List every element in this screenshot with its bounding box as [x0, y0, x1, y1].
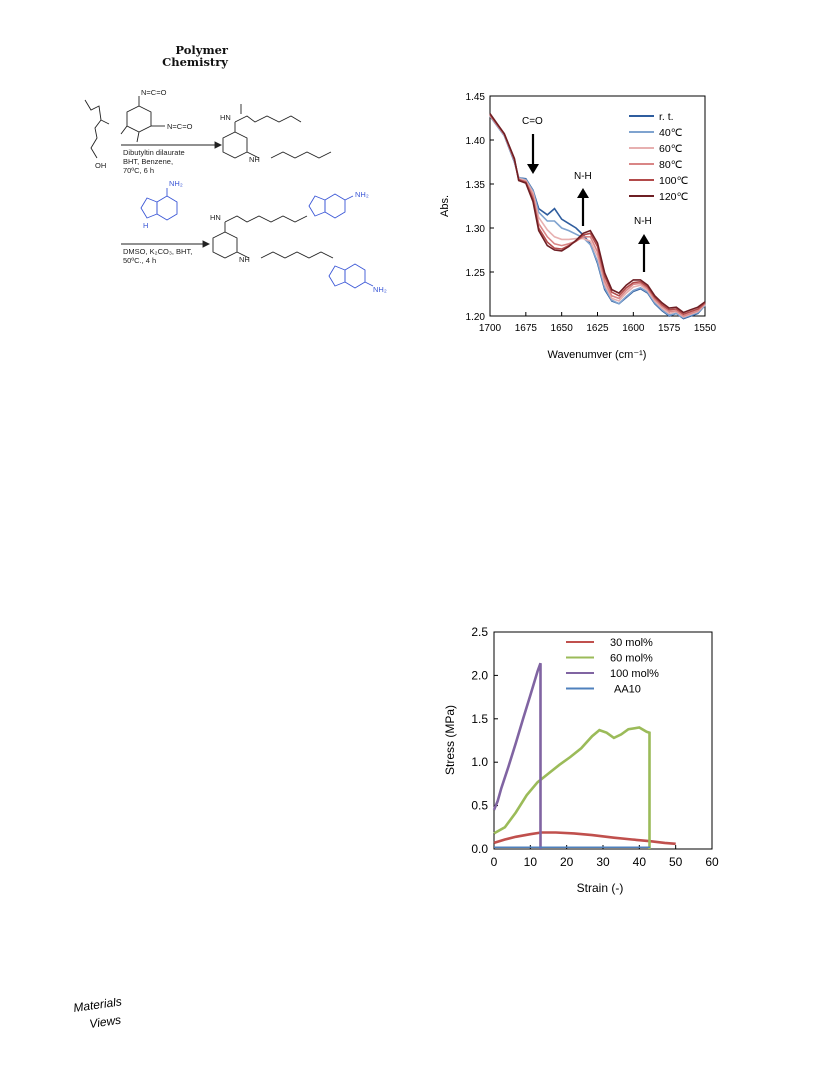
journal-title-line2: Chemistry [162, 55, 228, 69]
ir-annotation-co: C=O [522, 116, 543, 127]
ss-legend-label-2: 100 mol% [610, 668, 659, 680]
isocyanate-side-label: N=C=O [167, 122, 193, 131]
ss-x-tick-label: 20 [560, 855, 574, 869]
ss-plot-frame [493, 631, 713, 850]
ss-y-tick-label: 2.5 [471, 625, 488, 639]
journal-title-line1: Polymer [175, 43, 228, 57]
ss-x-axis-label: Strain (-) [577, 881, 624, 895]
step1-condition-3: 70ºC, 6 h [123, 166, 154, 175]
journal-title: Polymer Chemistry [158, 44, 228, 68]
ss-x-tick-label: 40 [633, 855, 647, 869]
ss-y-tick-label: 0.5 [471, 799, 488, 813]
ir-y-axis-label: Abs. [439, 195, 451, 217]
ss-y-tick-label: 1.5 [471, 712, 488, 726]
ss-series-line-1 [493, 726, 651, 849]
synthesis-scheme: N=C=O N=C=O OH Dibutyltin dilaurate BHT,… [84, 88, 387, 294]
ir-arrow-up-1-head [577, 188, 589, 198]
ir-x-tick-label: 1675 [515, 323, 538, 334]
ss-series-line-2 [492, 662, 542, 849]
ss-x-tick-label: 30 [596, 855, 610, 869]
materials-views-logo: Materials Views [72, 998, 122, 1031]
isocyanate-top-label: N=C=O [141, 88, 167, 97]
product1-hn-label: HN [220, 113, 231, 122]
adenine-h-label: H [143, 221, 148, 230]
ir-x-tick-label: 1575 [658, 323, 681, 334]
ir-x-tick-label: 1650 [551, 323, 574, 334]
ir-x-tick-label: 1700 [479, 323, 502, 334]
ir-legend-label-4: 100℃ [659, 175, 689, 187]
ir-y-tick-label: 1.30 [466, 224, 486, 235]
ir-legend-label-0: r. t. [659, 111, 674, 123]
product2-nh-label: NH [239, 255, 250, 264]
ir-arrow-up-2-head [638, 234, 650, 244]
ir-x-axis-label: Wavenumver (cm⁻¹) [548, 349, 647, 361]
ss-legend-label-0: 30 mol% [610, 637, 653, 649]
ir-y-tick-label: 1.25 [466, 268, 486, 279]
ir-series-line-3 [489, 114, 706, 317]
ss-x-tick-label: 60 [705, 855, 719, 869]
ir-y-tick-label: 1.40 [466, 136, 486, 147]
ir-series-line-2 [489, 114, 706, 318]
ir-legend-label-3: 80℃ [659, 159, 683, 171]
logo-line2: Views [88, 1013, 121, 1031]
hydroxyl-label: OH [95, 161, 106, 170]
ir-arrow-down-head [527, 164, 539, 174]
ss-legend-label-3: AA10 [614, 684, 641, 696]
ss-x-tick-label: 50 [669, 855, 683, 869]
ir-annotation-nh-1: N-H [574, 171, 592, 182]
ss-y-tick-label: 1.0 [471, 755, 488, 769]
ir-x-tick-label: 1600 [622, 323, 645, 334]
ir-legend-label-1: 40℃ [659, 127, 683, 139]
ir-legend-label-5: 120℃ [659, 191, 689, 203]
ir-x-tick-label: 1625 [586, 323, 609, 334]
step1-condition-2: BHT, Benzene, [123, 157, 173, 166]
adenine-nh2-label: NH₂ [169, 179, 183, 188]
ss-x-tick-label: 0 [491, 855, 498, 869]
ss-y-axis-label: Stress (MPa) [443, 705, 457, 775]
step2-condition-2: 50ºC., 4 h [123, 256, 156, 265]
product1-nh-label: NH [249, 155, 260, 164]
ir-y-tick-label: 1.45 [466, 92, 486, 103]
step2-condition-1: DMSO, K₂CO₃, BHT, [123, 247, 192, 256]
ir-x-tick-label: 1550 [694, 323, 717, 334]
product-adenine-bottom-nh2: NH₂ [373, 285, 387, 294]
stress-strain-chart: 0 10 20 30 40 50 60 2.5 2.0 1.5 1.0 0.5 0.0 Stress (… [443, 625, 719, 895]
ss-x-tick-label: 10 [524, 855, 538, 869]
ir-series-line-5 [489, 113, 706, 314]
product-adenine-top-nh2: NH₂ [355, 190, 369, 199]
ir-spectrum-chart: 1700 1675 1650 1625 1600 1575 1550 1.45 1.40 1.35… [439, 92, 717, 361]
ir-legend-label-2: 60℃ [659, 143, 683, 155]
product2-hn-label: HN [210, 213, 221, 222]
ss-y-tick-label: 2.0 [471, 668, 488, 682]
ir-series-line-4 [489, 114, 706, 316]
ss-legend-label-1: 60 mol% [610, 653, 653, 665]
ir-y-tick-label: 1.35 [466, 180, 486, 191]
ir-y-tick-label: 1.20 [466, 312, 486, 323]
ir-annotation-nh-2: N-H [634, 216, 652, 227]
ir-series-line-1 [489, 115, 706, 319]
step1-condition-1: Dibutyltin dilaurate [123, 148, 185, 157]
ss-y-tick-label: 0.0 [471, 842, 488, 856]
